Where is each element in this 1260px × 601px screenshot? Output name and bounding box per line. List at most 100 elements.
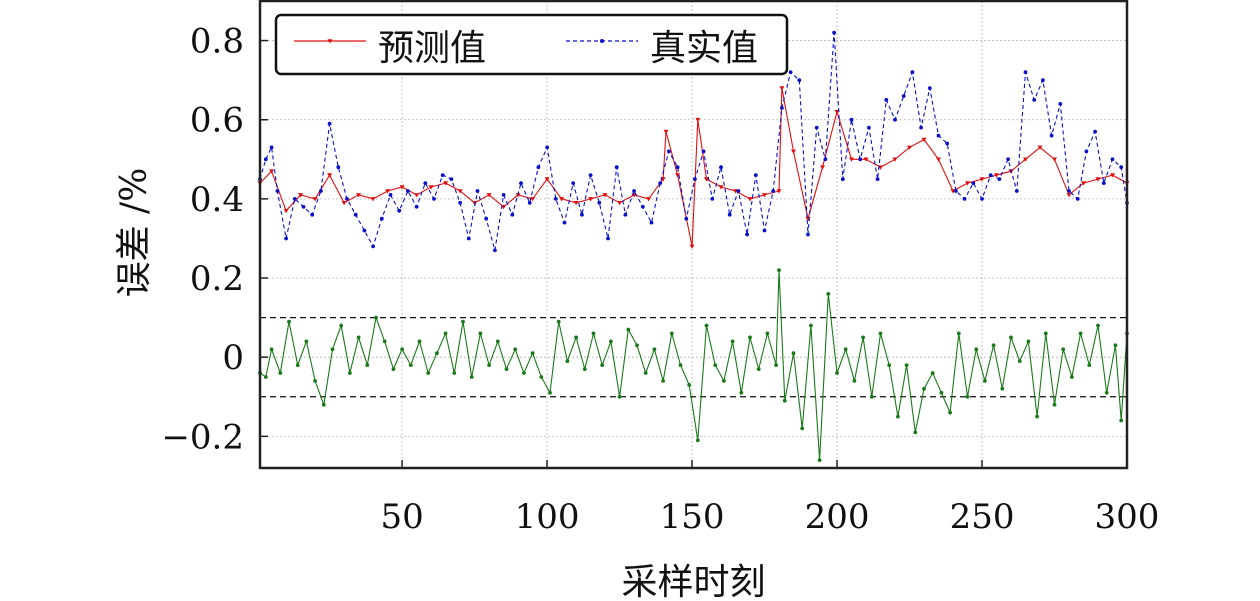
point-actual xyxy=(553,197,558,201)
point-actual xyxy=(1041,78,1045,83)
point-error xyxy=(469,375,474,379)
point-error xyxy=(513,347,518,352)
point-error xyxy=(1119,418,1124,423)
legend-box xyxy=(274,13,789,76)
point-error xyxy=(722,379,726,383)
point-actual xyxy=(832,30,836,35)
point-actual xyxy=(371,244,375,249)
point-error xyxy=(574,335,578,340)
point-actual xyxy=(484,216,489,221)
point-error xyxy=(304,339,309,344)
point-actual xyxy=(762,228,767,233)
point-error xyxy=(669,331,674,336)
point-error xyxy=(452,371,457,375)
point-actual xyxy=(519,181,523,186)
point-actual xyxy=(284,236,288,241)
x-tick-label: 100 xyxy=(515,497,580,537)
point-actual xyxy=(536,165,541,170)
point-error xyxy=(1096,323,1100,328)
point-predicted xyxy=(1052,157,1057,162)
point-actual xyxy=(840,177,845,182)
series-predicted xyxy=(257,86,1130,249)
point-actual xyxy=(954,189,958,193)
point-actual xyxy=(788,70,793,75)
point-error xyxy=(365,363,370,367)
point-predicted xyxy=(457,189,463,194)
legend-marker-actual xyxy=(600,39,604,43)
point-actual xyxy=(1119,165,1124,170)
y-tick-label: 0.2 xyxy=(190,259,244,299)
point-predicted xyxy=(370,197,376,202)
point-error xyxy=(730,339,735,344)
point-error xyxy=(687,383,692,387)
point-predicted xyxy=(602,193,608,198)
point-actual xyxy=(893,117,897,122)
point-actual xyxy=(988,173,993,178)
point-actual xyxy=(432,197,436,201)
point-predicted xyxy=(559,197,565,202)
point-predicted xyxy=(443,181,449,186)
point-error xyxy=(400,347,404,352)
point-error xyxy=(930,371,935,375)
point-predicted xyxy=(646,197,652,202)
legend-marker-predicted xyxy=(327,39,333,44)
point-actual xyxy=(310,212,315,217)
point-error xyxy=(809,323,813,328)
point-error xyxy=(991,343,996,348)
point-error xyxy=(548,390,552,395)
point-error xyxy=(313,379,317,383)
point-error xyxy=(983,379,987,383)
point-actual xyxy=(588,173,593,178)
point-predicted xyxy=(327,173,333,178)
point-actual xyxy=(1006,157,1010,162)
point-error xyxy=(1026,339,1031,344)
y-tick-label: 0.8 xyxy=(190,22,244,62)
reference-lines xyxy=(260,317,1127,398)
point-error xyxy=(887,363,892,367)
point-actual xyxy=(263,157,268,162)
point-predicted xyxy=(695,117,701,123)
point-error xyxy=(1000,386,1005,391)
point-error xyxy=(913,430,918,435)
y-tick-label: −0.2 xyxy=(161,417,244,457)
point-actual xyxy=(571,181,576,186)
point-actual xyxy=(1014,189,1019,193)
point-error xyxy=(321,402,326,407)
point-error xyxy=(852,379,857,383)
point-error xyxy=(487,363,491,367)
series-line-predicted xyxy=(259,88,1128,247)
point-error xyxy=(617,394,622,399)
point-actual xyxy=(406,189,410,193)
point-actual xyxy=(719,165,723,170)
y-tick-label: 0.4 xyxy=(190,180,244,220)
point-error xyxy=(713,363,718,367)
point-actual xyxy=(397,208,402,213)
point-predicted xyxy=(356,193,362,198)
point-error xyxy=(1035,414,1039,419)
point-actual xyxy=(606,236,610,241)
point-actual xyxy=(1058,102,1063,106)
legend-label-actual: 真实值 xyxy=(650,28,758,69)
point-predicted xyxy=(544,177,550,182)
point-actual xyxy=(945,141,950,146)
series-line-error xyxy=(259,270,1128,461)
point-error xyxy=(443,331,448,336)
point-actual xyxy=(875,177,880,182)
point-actual xyxy=(806,232,810,237)
point-error xyxy=(348,371,352,375)
point-actual xyxy=(910,70,915,75)
point-predicted xyxy=(341,201,347,206)
point-actual xyxy=(1075,197,1080,201)
point-actual xyxy=(1110,157,1115,162)
point-actual xyxy=(292,197,297,201)
point-predicted xyxy=(965,181,970,186)
point-predicted xyxy=(617,201,623,206)
point-predicted xyxy=(472,201,478,206)
y-axis-title: 误差 /% xyxy=(114,168,155,298)
point-predicted xyxy=(1110,173,1115,178)
point-error xyxy=(1052,402,1057,407)
point-actual xyxy=(632,189,636,193)
point-predicted xyxy=(747,197,753,202)
point-error xyxy=(435,351,439,356)
